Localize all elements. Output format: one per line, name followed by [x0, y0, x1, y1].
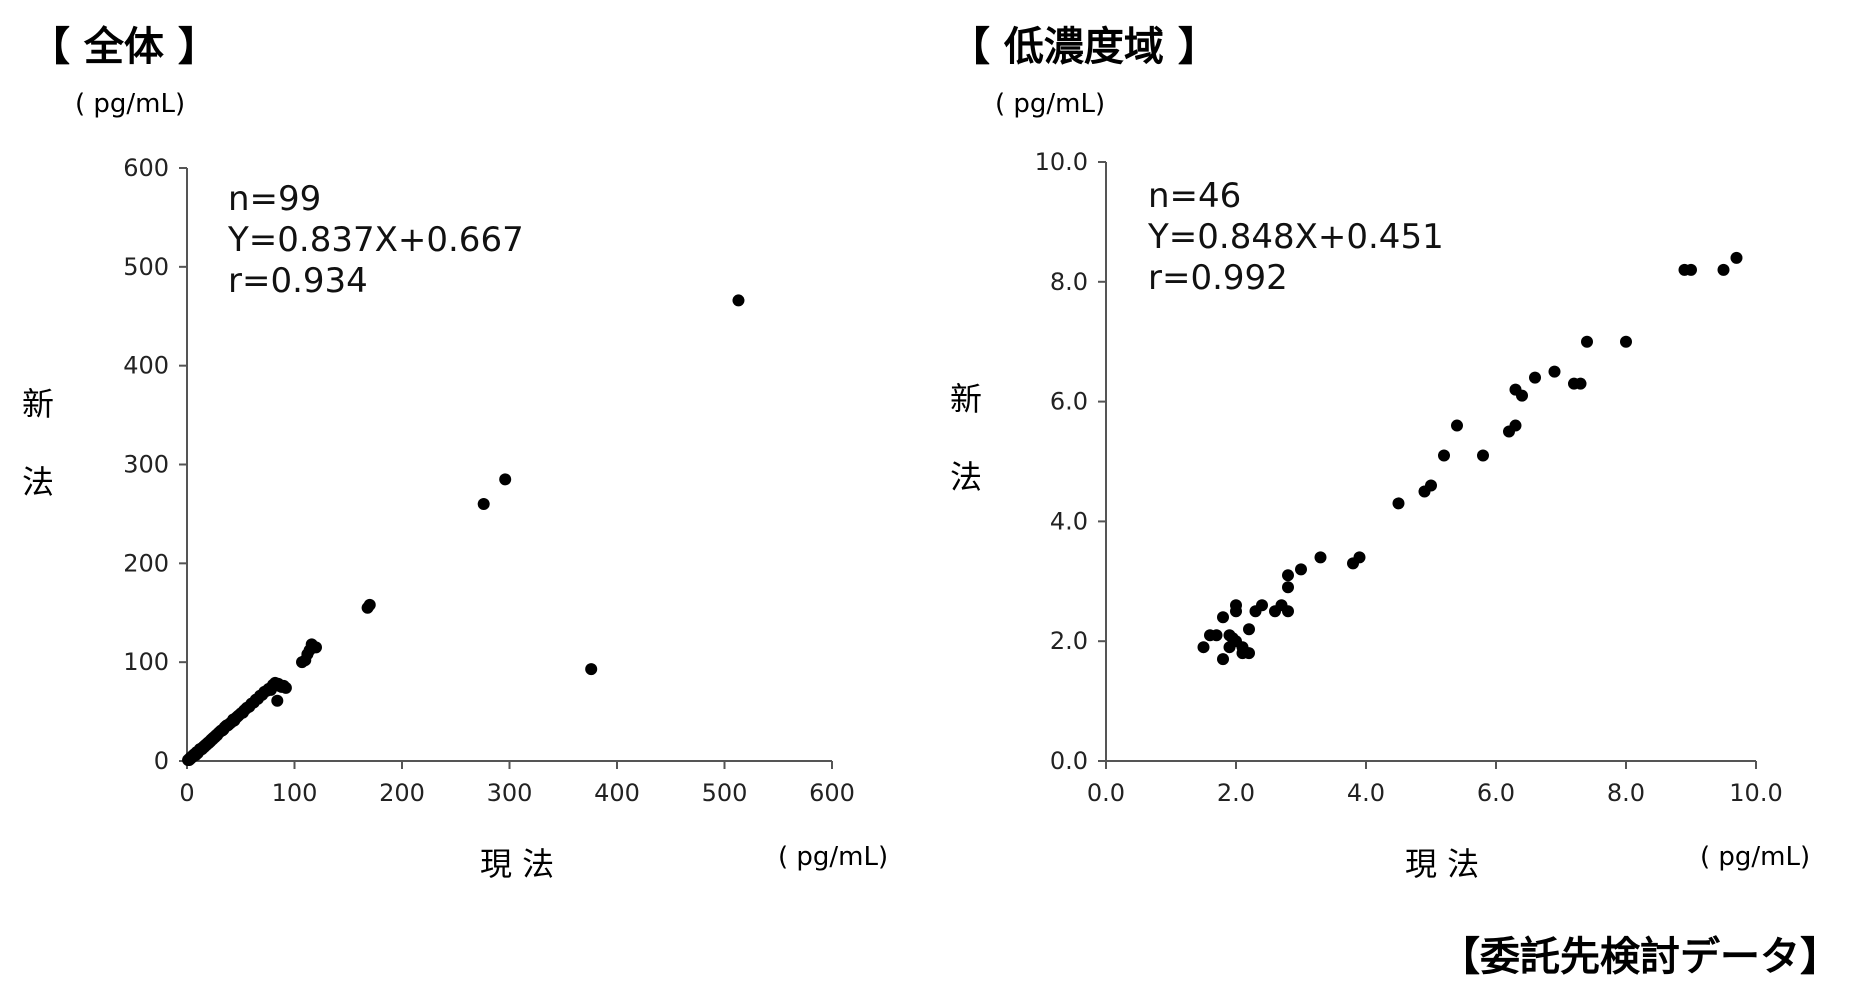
y-tick-label: 4.0: [1050, 507, 1088, 535]
x-tick-label: 600: [809, 779, 855, 807]
y-tick-label: 6.0: [1050, 388, 1088, 416]
y-axis-label-char-2: 法: [22, 463, 54, 501]
data-point: [1243, 623, 1255, 636]
data-point: [1256, 599, 1268, 612]
chart-title: 【 全体 】: [30, 24, 218, 70]
data-point: [1529, 371, 1541, 384]
y-tick-label: 8.0: [1050, 268, 1088, 296]
source-note: 【委託先検討データ】: [1440, 934, 1840, 980]
annotation-regression: Y=0.848X+0.451: [1147, 217, 1444, 257]
chart-low-concentration: 【 低濃度域 】 ( pg/mL) 新 法 0.0 2.0 4.0 6.0 8.0 10.…: [950, 24, 1810, 883]
x-tick-group: 0.0 2.0 4.0 6.0 8.0 10.0: [1087, 761, 1783, 807]
y-tick-label: 2.0: [1050, 627, 1088, 655]
x-tick-label: 500: [702, 779, 748, 807]
y-tick-label: 500: [123, 253, 169, 281]
x-tick-label: 300: [487, 779, 533, 807]
data-point: [1685, 263, 1697, 276]
x-tick-label: 400: [594, 779, 640, 807]
data-point: [1230, 599, 1242, 612]
data-point: [1210, 629, 1223, 642]
data-point: [1243, 647, 1255, 660]
data-point: [1314, 551, 1327, 564]
y-tick-group: 0.0 2.0 4.0 6.0 8.0 10.0: [1035, 148, 1106, 775]
data-point: [1197, 641, 1210, 654]
y-tick-label: 600: [123, 154, 169, 182]
data-point: [1353, 551, 1366, 564]
data-point: [1574, 377, 1587, 390]
data-point: [1581, 335, 1593, 348]
y-tick-label: 400: [123, 352, 169, 380]
data-point: [1425, 479, 1437, 492]
y-tick-label: 100: [123, 648, 169, 676]
x-unit-label: ( pg/mL): [1700, 842, 1810, 872]
x-tick-label: 6.0: [1477, 779, 1515, 807]
y-axis-label-char-1: 新: [22, 385, 54, 423]
y-tick-label: 300: [123, 451, 169, 479]
data-point: [1451, 419, 1463, 432]
data-points: [1197, 251, 1743, 666]
data-point: [1295, 563, 1307, 576]
y-tick-label: 0: [154, 747, 169, 775]
data-point: [1392, 497, 1405, 510]
y-tick-group: 0 100 200 300 400 500 600: [123, 154, 187, 775]
data-point: [1217, 653, 1229, 666]
data-point: [1620, 335, 1632, 348]
x-tick-group: 0 100 200 300 400 500 600: [179, 761, 855, 807]
data-point: [1730, 251, 1743, 264]
data-point: [1282, 581, 1294, 594]
data-point: [1477, 449, 1489, 462]
annotation-n: n=99: [228, 179, 321, 219]
data-point: [1516, 389, 1528, 402]
data-point: [1226, 632, 1239, 645]
data-point: [1548, 365, 1561, 378]
x-tick-label: 8.0: [1607, 779, 1645, 807]
x-tick-label: 100: [272, 779, 318, 807]
y-unit-label: ( pg/mL): [75, 89, 185, 119]
data-point: [363, 598, 376, 611]
x-axis-label: 現 法: [1405, 845, 1479, 883]
y-tick-label: 10.0: [1035, 148, 1088, 176]
data-point: [1282, 605, 1294, 618]
y-axis-label-char-1: 新: [950, 380, 982, 418]
data-point: [301, 648, 314, 661]
annotation-r: r=0.934: [228, 261, 368, 301]
data-point: [1217, 611, 1229, 624]
data-point: [1438, 449, 1450, 462]
y-axis-label-char-2: 法: [950, 458, 982, 496]
x-tick-label: 0.0: [1087, 779, 1125, 807]
data-point: [260, 684, 273, 697]
data-point: [1282, 569, 1294, 582]
x-tick-label: 10.0: [1729, 779, 1782, 807]
data-point: [1717, 263, 1730, 276]
data-point: [310, 641, 322, 654]
data-point: [1509, 419, 1522, 432]
data-point: [499, 473, 512, 486]
annotation-regression: Y=0.837X+0.667: [227, 220, 524, 260]
data-points: [182, 294, 745, 767]
x-tick-label: 0: [179, 779, 194, 807]
data-point: [271, 694, 284, 707]
data-point: [732, 294, 745, 307]
data-point: [277, 679, 290, 692]
x-axis-label: 現 法: [480, 845, 554, 883]
y-unit-label: ( pg/mL): [995, 89, 1105, 119]
x-tick-label: 200: [379, 779, 425, 807]
annotation-n: n=46: [1148, 176, 1241, 216]
chart-title: 【 低濃度域 】: [950, 24, 1218, 70]
data-point: [477, 498, 490, 511]
y-tick-label: 200: [123, 549, 169, 577]
chart-overall: 【 全体 】 ( pg/mL) 新 法 0100200300400500600 …: [22, 24, 888, 883]
x-unit-label: ( pg/mL): [778, 842, 888, 872]
y-axis-label: 新 法: [950, 380, 982, 496]
x-tick-label: 4.0: [1347, 779, 1385, 807]
annotation-r: r=0.992: [1148, 258, 1288, 298]
x-tick-label: 2.0: [1217, 779, 1255, 807]
y-axis-label: 新 法: [22, 385, 54, 501]
data-point: [585, 663, 598, 676]
y-tick-label: 0.0: [1050, 747, 1088, 775]
